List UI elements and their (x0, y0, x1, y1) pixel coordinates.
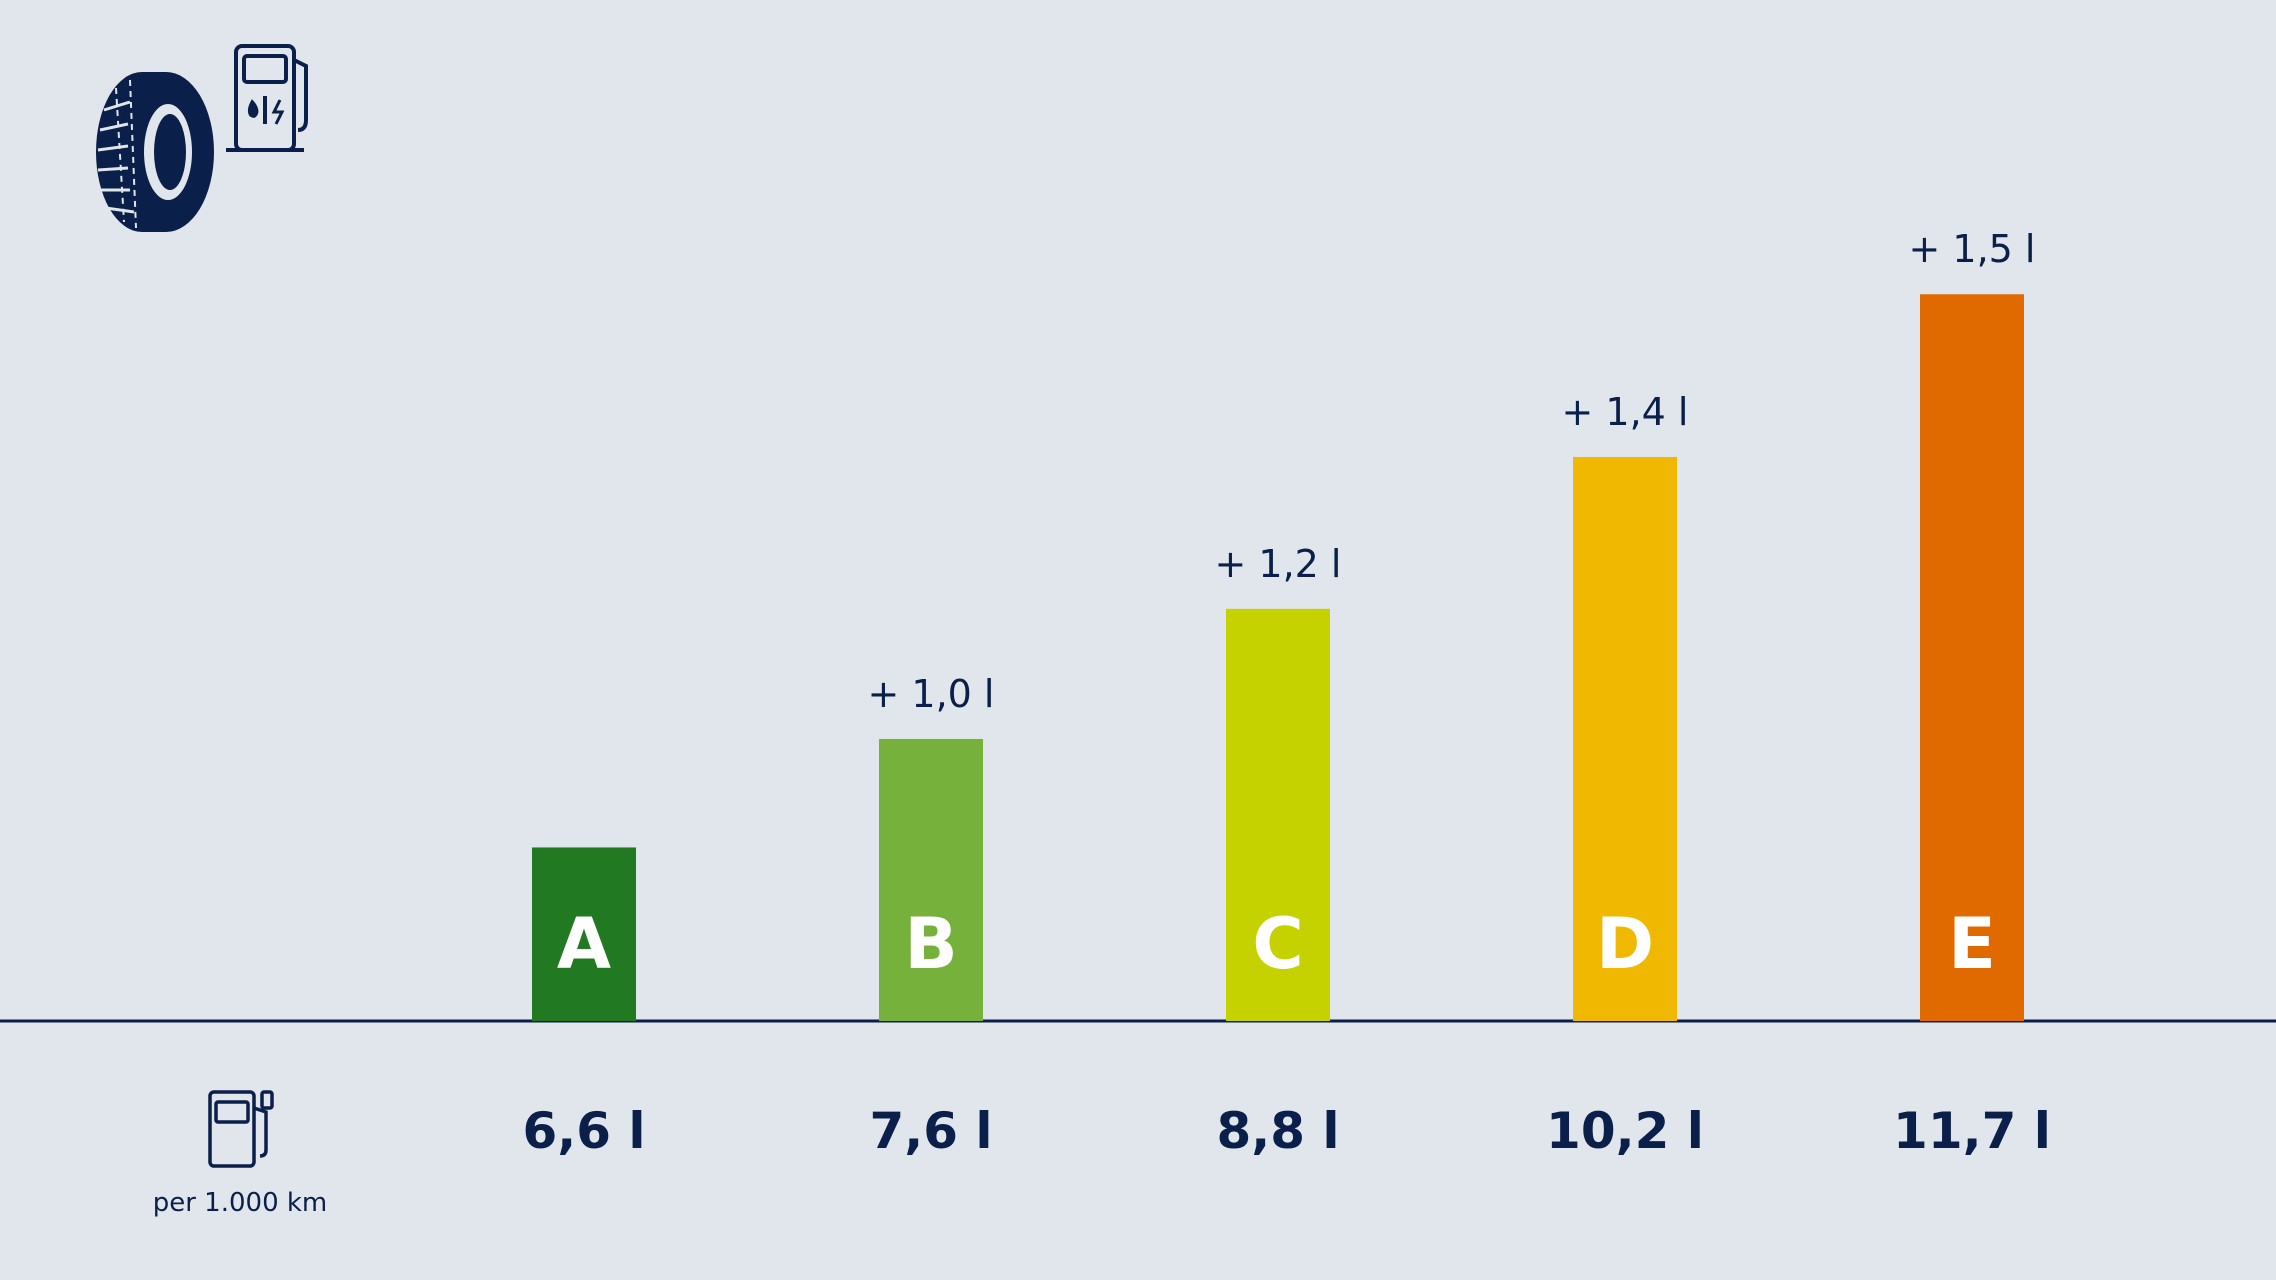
bar-increment-label: + 1,2 l (1215, 542, 1342, 586)
bar-value-label: 8,8 l (1216, 1102, 1339, 1160)
tire-icon (96, 72, 214, 232)
bar-c (1226, 608, 1330, 1021)
bar-value-label: 11,7 l (1893, 1102, 2051, 1160)
bar-increment-label: + 1,5 l (1909, 227, 2036, 271)
bar-e (1920, 294, 2024, 1022)
bar-category-label: C (1252, 903, 1303, 985)
bar-increment-label: + 1,4 l (1562, 390, 1689, 434)
bar-a (532, 847, 636, 1021)
fuel-charging-station-icon (226, 44, 308, 152)
bar-b (879, 738, 983, 1021)
bar-value-label: 6,6 l (522, 1102, 645, 1160)
bar-category-label: A (557, 903, 611, 985)
per-distance-label: per 1.000 km (152, 1188, 328, 1218)
bar-value-label: 10,2 l (1546, 1102, 1704, 1160)
bar-category-label: E (1948, 903, 1996, 985)
bar-value-label: 7,6 l (869, 1102, 992, 1160)
bar-increment-label: + 1,0 l (868, 672, 995, 716)
bar-category-label: B (904, 903, 957, 985)
bar-category-label: D (1596, 903, 1654, 985)
bar-d (1573, 456, 1677, 1021)
fuel-pump-icon (208, 1090, 274, 1168)
